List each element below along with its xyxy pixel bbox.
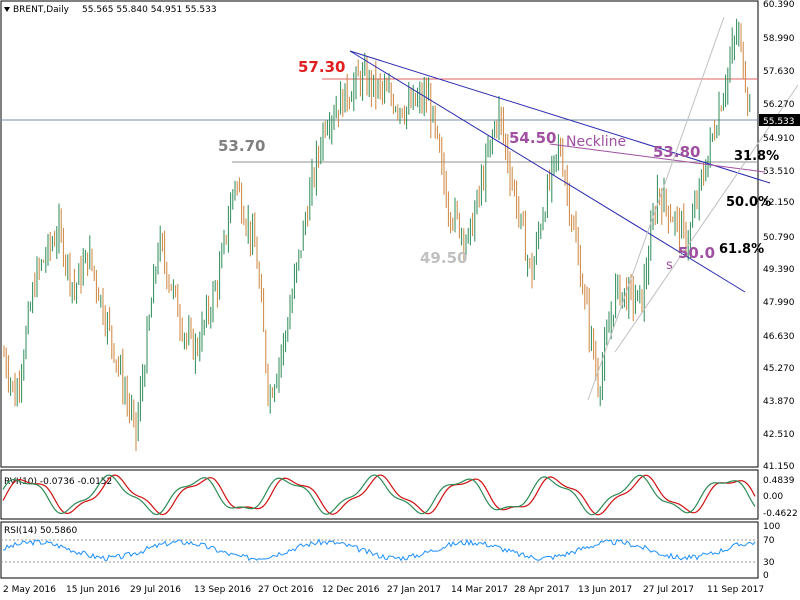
channel-line-lower[interactable] [587, 16, 725, 401]
shoulder-label: s [666, 258, 673, 273]
annotation-5370: 53.70 [218, 137, 265, 155]
price-tick: 52.150 [763, 198, 795, 208]
rsi-tick: 100 [763, 522, 780, 532]
rsi-label: RSI(14) 50.5860 [4, 526, 77, 536]
rsi-tick: 0 [763, 571, 769, 581]
price-tick: 53.510 [763, 167, 795, 177]
rsi-panel [0, 521, 759, 579]
rsi-line [3, 538, 756, 562]
price-axis: 60.390 58.990 57.630 56.270 54.910 53.51… [763, 0, 795, 472]
fib-618-label: 61.8% [719, 242, 764, 257]
rvi-label: RVI(10) -0.0736 -0.0152 [4, 477, 112, 487]
rsi-tick: 30 [763, 558, 775, 568]
rvi-tick: 0.4839 [763, 476, 795, 486]
ohlc-values: 55.565 55.840 54.951 55.533 [82, 5, 217, 15]
price-tick: 57.630 [763, 67, 795, 77]
fib-318-label: 31.8% [734, 149, 779, 164]
current-price-text: 55.533 [763, 117, 795, 127]
date-tick: 28 Apr 2017 [514, 585, 570, 595]
rvi-signal-line [2, 474, 756, 516]
downtrend-line-2[interactable] [349, 50, 771, 184]
rvi-main-line [2, 474, 756, 516]
date-tick: 13 Jun 2017 [578, 585, 632, 595]
date-tick: 11 Sep 2017 [707, 585, 764, 595]
fib-500-label: 50.0% [726, 195, 771, 210]
price-tick: 41.150 [763, 462, 795, 472]
price-tick: 49.390 [763, 265, 795, 275]
annotation-500: 50.0 [678, 244, 715, 262]
price-tick: 43.870 [763, 397, 795, 407]
date-tick: 2 May 2016 [3, 585, 56, 595]
price-tick: 50.790 [763, 233, 795, 243]
price-tick: 58.990 [763, 34, 795, 44]
main-price-panel [0, 0, 759, 468]
current-price-badge [759, 114, 800, 126]
price-tick: 47.990 [763, 298, 795, 308]
symbol-label: BRENT,Daily [13, 5, 70, 15]
date-tick: 12 Dec 2016 [322, 585, 380, 595]
annotation-5450: 54.50 [509, 129, 556, 147]
price-tick: 46.630 [763, 332, 795, 342]
date-tick: 15 Jun 2016 [66, 585, 120, 595]
annotation-4950: 49.50 [420, 249, 467, 267]
date-tick: 27 Jul 2017 [643, 585, 694, 595]
annotation-5730: 57.30 [298, 58, 345, 76]
downtrend-line-1[interactable] [349, 50, 746, 293]
rvi-tick: -0.4622 [763, 509, 798, 519]
date-tick: 14 Mar 2017 [451, 585, 508, 595]
neckline[interactable] [549, 143, 766, 173]
date-axis: 2 May 2016 15 Jun 2016 29 Jul 2016 13 Se… [3, 585, 764, 595]
rsi-tick: 70 [763, 536, 775, 546]
dropdown-arrow-icon[interactable] [4, 7, 10, 12]
price-tick: 54.910 [763, 134, 795, 144]
price-tick: 45.270 [763, 364, 795, 374]
candlestick-series [3, 18, 751, 451]
rvi-tick: 0.00 [763, 492, 783, 502]
neckline-label: Neckline [566, 134, 626, 150]
price-tick: 42.510 [763, 430, 795, 440]
price-tick: 56.270 [763, 100, 795, 110]
price-tick: 60.390 [763, 0, 795, 10]
date-tick: 13 Sep 2016 [194, 585, 251, 595]
channel-line-upper[interactable] [614, 84, 799, 353]
date-tick: 27 Jan 2017 [387, 585, 441, 595]
annotation-5380: 53.80 [653, 143, 700, 161]
date-tick: 29 Jul 2016 [130, 585, 181, 595]
date-tick: 27 Oct 2016 [258, 585, 314, 595]
